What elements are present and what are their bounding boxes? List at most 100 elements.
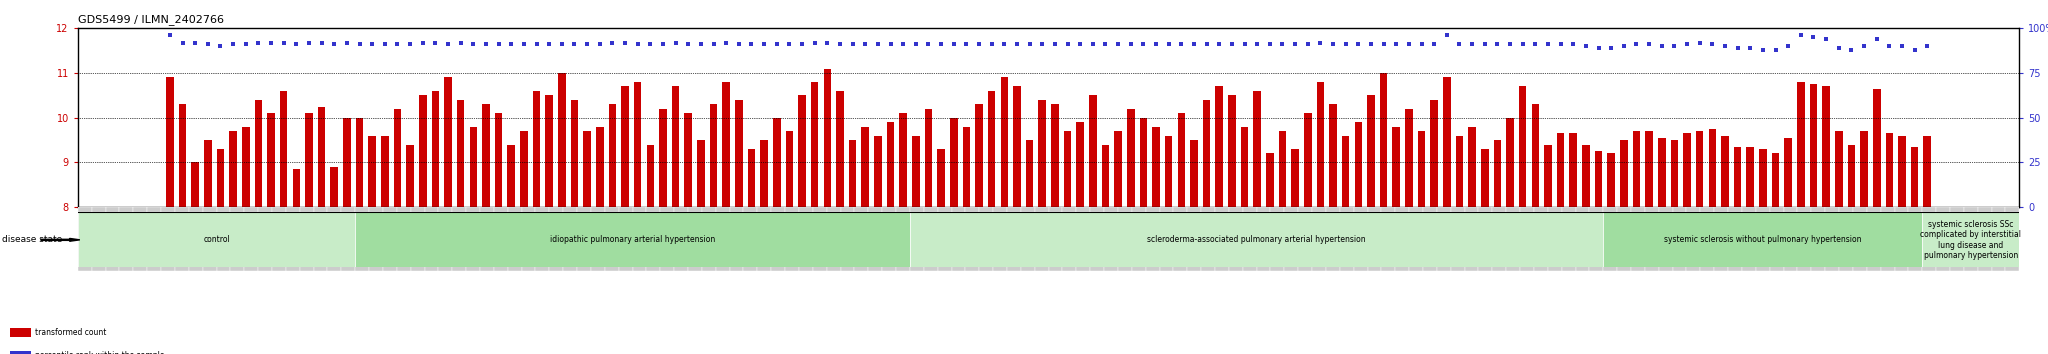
Bar bbox=[772, 207, 784, 271]
Bar bbox=[1063, 207, 1077, 271]
Text: GSM827719: GSM827719 bbox=[831, 210, 836, 240]
Point bbox=[926, 41, 958, 47]
Text: GSM827776: GSM827776 bbox=[1622, 210, 1626, 240]
Bar bbox=[1520, 207, 1534, 271]
Text: GSM827722: GSM827722 bbox=[872, 210, 879, 240]
Bar bbox=[813, 207, 827, 271]
Text: GSM827705: GSM827705 bbox=[637, 210, 641, 240]
Text: GSM827707: GSM827707 bbox=[666, 210, 670, 240]
Text: GSM827714: GSM827714 bbox=[762, 210, 766, 240]
Bar bbox=[369, 136, 377, 207]
Point bbox=[481, 41, 514, 47]
Bar bbox=[1253, 91, 1262, 207]
Bar bbox=[203, 207, 217, 271]
Text: GSM827712: GSM827712 bbox=[733, 210, 739, 240]
Point bbox=[369, 41, 401, 47]
Point bbox=[1292, 41, 1325, 47]
Text: GSM827673: GSM827673 bbox=[193, 210, 199, 240]
Bar bbox=[166, 78, 174, 207]
Bar bbox=[1544, 144, 1552, 207]
Bar bbox=[1145, 207, 1159, 271]
Bar bbox=[1618, 207, 1630, 271]
Bar bbox=[162, 207, 174, 271]
Bar bbox=[1444, 78, 1450, 207]
Text: GSM827674: GSM827674 bbox=[207, 210, 213, 240]
Text: GSM827782: GSM827782 bbox=[1704, 210, 1710, 240]
Bar bbox=[1051, 104, 1059, 207]
Bar bbox=[1556, 133, 1565, 207]
Bar bbox=[1505, 207, 1520, 271]
Bar bbox=[1735, 147, 1741, 207]
Point bbox=[1468, 41, 1501, 47]
Point bbox=[1569, 44, 1602, 49]
Bar bbox=[1102, 144, 1110, 207]
Bar bbox=[1354, 207, 1368, 271]
Point bbox=[1051, 41, 1083, 47]
Bar bbox=[467, 207, 479, 271]
Bar bbox=[299, 207, 313, 271]
Bar bbox=[1645, 131, 1653, 207]
Text: GSM827710: GSM827710 bbox=[707, 210, 711, 240]
Bar bbox=[1038, 100, 1047, 207]
Text: GSM827777: GSM827777 bbox=[1636, 210, 1640, 240]
Text: GSM827727: GSM827727 bbox=[942, 210, 946, 240]
Point bbox=[571, 41, 604, 47]
Bar bbox=[1430, 100, 1438, 207]
Bar bbox=[242, 127, 250, 207]
Text: GSM827775: GSM827775 bbox=[1608, 210, 1612, 240]
Text: GSM827708: GSM827708 bbox=[678, 210, 684, 240]
Bar bbox=[535, 207, 549, 271]
Bar bbox=[924, 207, 938, 271]
Bar bbox=[1608, 154, 1616, 207]
Bar bbox=[897, 207, 909, 271]
Text: GSM827797: GSM827797 bbox=[1913, 210, 1917, 240]
Point bbox=[1860, 36, 1892, 42]
Bar bbox=[1354, 122, 1362, 207]
Text: GSM827781: GSM827781 bbox=[1692, 210, 1696, 240]
Text: GSM827774: GSM827774 bbox=[1593, 210, 1599, 240]
Bar bbox=[1493, 207, 1505, 271]
Text: GSM827692: GSM827692 bbox=[457, 210, 461, 240]
Bar bbox=[1769, 207, 1784, 271]
Bar bbox=[1298, 207, 1313, 271]
Point bbox=[1671, 41, 1704, 47]
Bar bbox=[356, 118, 362, 207]
Point bbox=[1810, 36, 1843, 42]
Bar bbox=[1153, 127, 1159, 207]
Bar bbox=[848, 140, 856, 207]
Bar bbox=[899, 113, 907, 207]
Point bbox=[1430, 33, 1462, 38]
Point bbox=[1886, 44, 1919, 49]
Text: GSM827803: GSM827803 bbox=[1997, 210, 2001, 240]
Point bbox=[242, 40, 274, 45]
Point bbox=[723, 41, 756, 47]
Bar bbox=[1894, 207, 1909, 271]
Text: GSM827779: GSM827779 bbox=[1663, 210, 1669, 240]
Text: GSM827788: GSM827788 bbox=[1788, 210, 1792, 240]
Text: disease state: disease state bbox=[2, 235, 61, 244]
Text: GSM827699: GSM827699 bbox=[553, 210, 559, 240]
Text: GSM827723: GSM827723 bbox=[887, 210, 891, 240]
Text: GSM827765: GSM827765 bbox=[1468, 210, 1475, 240]
Point bbox=[205, 44, 238, 49]
Bar bbox=[1114, 131, 1122, 207]
Text: GSM827794: GSM827794 bbox=[1872, 210, 1876, 240]
Bar bbox=[254, 100, 262, 207]
Bar bbox=[1229, 207, 1243, 271]
Bar bbox=[481, 104, 489, 207]
Bar bbox=[1911, 147, 1919, 207]
Bar bbox=[1708, 129, 1716, 207]
Point bbox=[911, 41, 944, 47]
Text: GSM827785: GSM827785 bbox=[1747, 210, 1751, 240]
Bar bbox=[1696, 131, 1704, 207]
Bar bbox=[438, 207, 453, 271]
Bar bbox=[1159, 207, 1174, 271]
Point bbox=[1217, 41, 1249, 47]
Bar bbox=[1174, 207, 1188, 271]
Point bbox=[862, 41, 895, 47]
Point bbox=[672, 41, 705, 47]
Text: GSM827772: GSM827772 bbox=[1567, 210, 1571, 240]
Point bbox=[469, 41, 502, 47]
Text: GSM827746: GSM827746 bbox=[1206, 210, 1210, 240]
Bar bbox=[1923, 207, 1935, 271]
